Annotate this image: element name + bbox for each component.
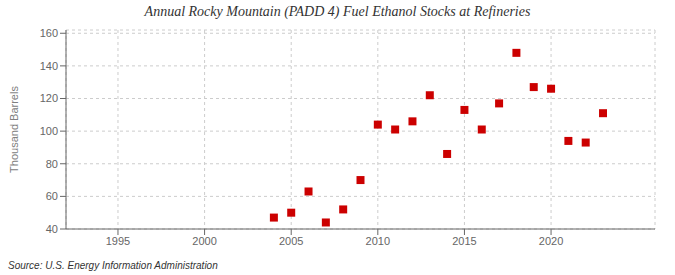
svg-text:2020: 2020 [539, 235, 563, 247]
html-text:Source: U.S. Energy Informatio: Source: U.S. Energy Information Administ… [8, 260, 218, 271]
svg-text:120: 120 [40, 92, 58, 104]
svg-text:80: 80 [46, 158, 58, 170]
svg-text:2000: 2000 [192, 235, 216, 247]
svg-text:1995: 1995 [106, 235, 130, 247]
svg-text:100: 100 [40, 125, 58, 137]
svg-text:2005: 2005 [279, 235, 303, 247]
svg-text:160: 160 [40, 27, 58, 39]
html-text:Annual Rocky Mountain (PADD 4): Annual Rocky Mountain (PADD 4) Fuel Etha… [144, 4, 531, 19]
svg-text:40: 40 [46, 223, 58, 235]
svg-text:60: 60 [46, 190, 58, 202]
svg-text:Thousand Barrels: Thousand Barrels [8, 86, 20, 173]
svg-text:2010: 2010 [366, 235, 390, 247]
svg-text:2015: 2015 [452, 235, 476, 247]
svg-text:140: 140 [40, 60, 58, 72]
